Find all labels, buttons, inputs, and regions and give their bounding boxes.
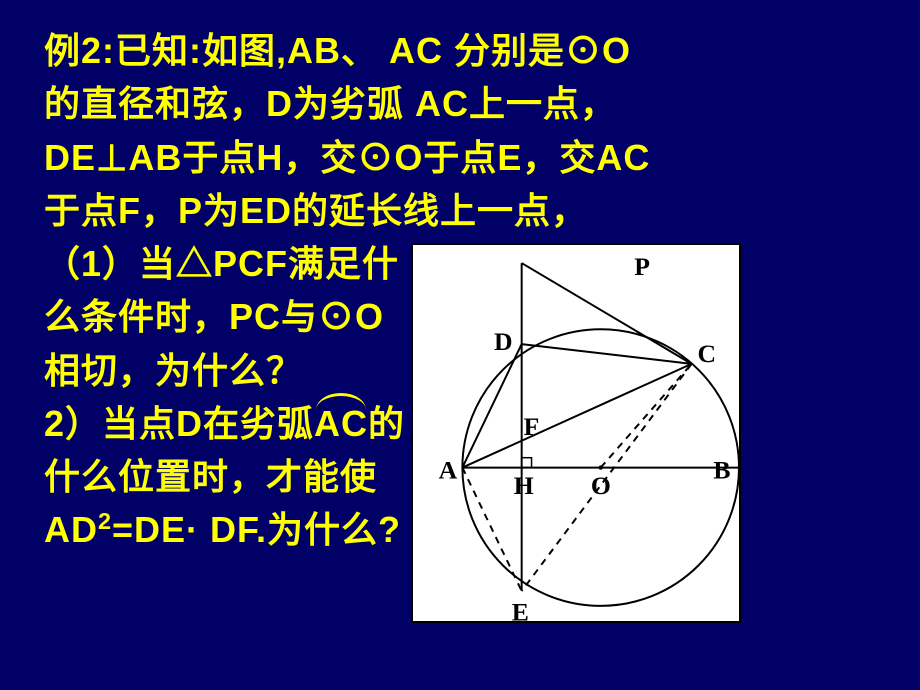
svg-text:D: D xyxy=(494,327,514,356)
diagram-svg: A B O H D E C P F xyxy=(411,243,741,623)
questions: （1）当△PCF满足什 么条件时，PC与⊙O 相切，为什么？ 2）当点D在劣弧A… xyxy=(44,237,405,557)
line-1: 例2:已知:如图,AB、 AC 分别是⊙O xyxy=(44,24,908,77)
q2c-pre: AD xyxy=(44,509,98,550)
q2c-sup: 2 xyxy=(98,508,112,534)
q1-line-c: 相切，为什么？ xyxy=(44,344,405,397)
svg-text:F: F xyxy=(524,412,541,441)
svg-text:P: P xyxy=(634,252,651,281)
q2c-post: =DE· DF.为什么? xyxy=(112,509,401,550)
problem-text: 例2:已知:如图,AB、 AC 分别是⊙O 的直径和弦，D为劣弧 AC上一点， … xyxy=(0,0,920,637)
q2a-post: 的 xyxy=(368,403,405,444)
svg-text:A: A xyxy=(439,456,459,485)
line-2: 的直径和弦，D为劣弧 AC上一点， xyxy=(44,77,908,130)
q2-line-b: 什么位置时，才能使 xyxy=(44,450,405,503)
q2a-pre: 2）当点D在劣弧 xyxy=(44,403,314,444)
q1-line-b: 么条件时，PC与⊙O xyxy=(44,290,405,343)
svg-text:C: C xyxy=(698,339,718,368)
svg-text:H: H xyxy=(514,471,535,500)
q2-line-c: AD2=DE· DF.为什么? xyxy=(44,503,405,556)
svg-text:E: E xyxy=(512,598,530,623)
svg-text:O: O xyxy=(591,471,612,500)
q1-line-a: （1）当△PCF满足什 xyxy=(44,237,405,290)
q2-line-a: 2）当点D在劣弧AC的 xyxy=(44,397,405,450)
arc-ac-icon: AC xyxy=(314,397,368,450)
line-4: 于点F，P为ED的延长线上一点， xyxy=(44,184,908,237)
svg-text:B: B xyxy=(713,456,731,485)
line-3: DE⊥AB于点H，交⊙O于点E，交AC xyxy=(44,131,908,184)
geometry-diagram: A B O H D E C P F xyxy=(411,243,741,637)
